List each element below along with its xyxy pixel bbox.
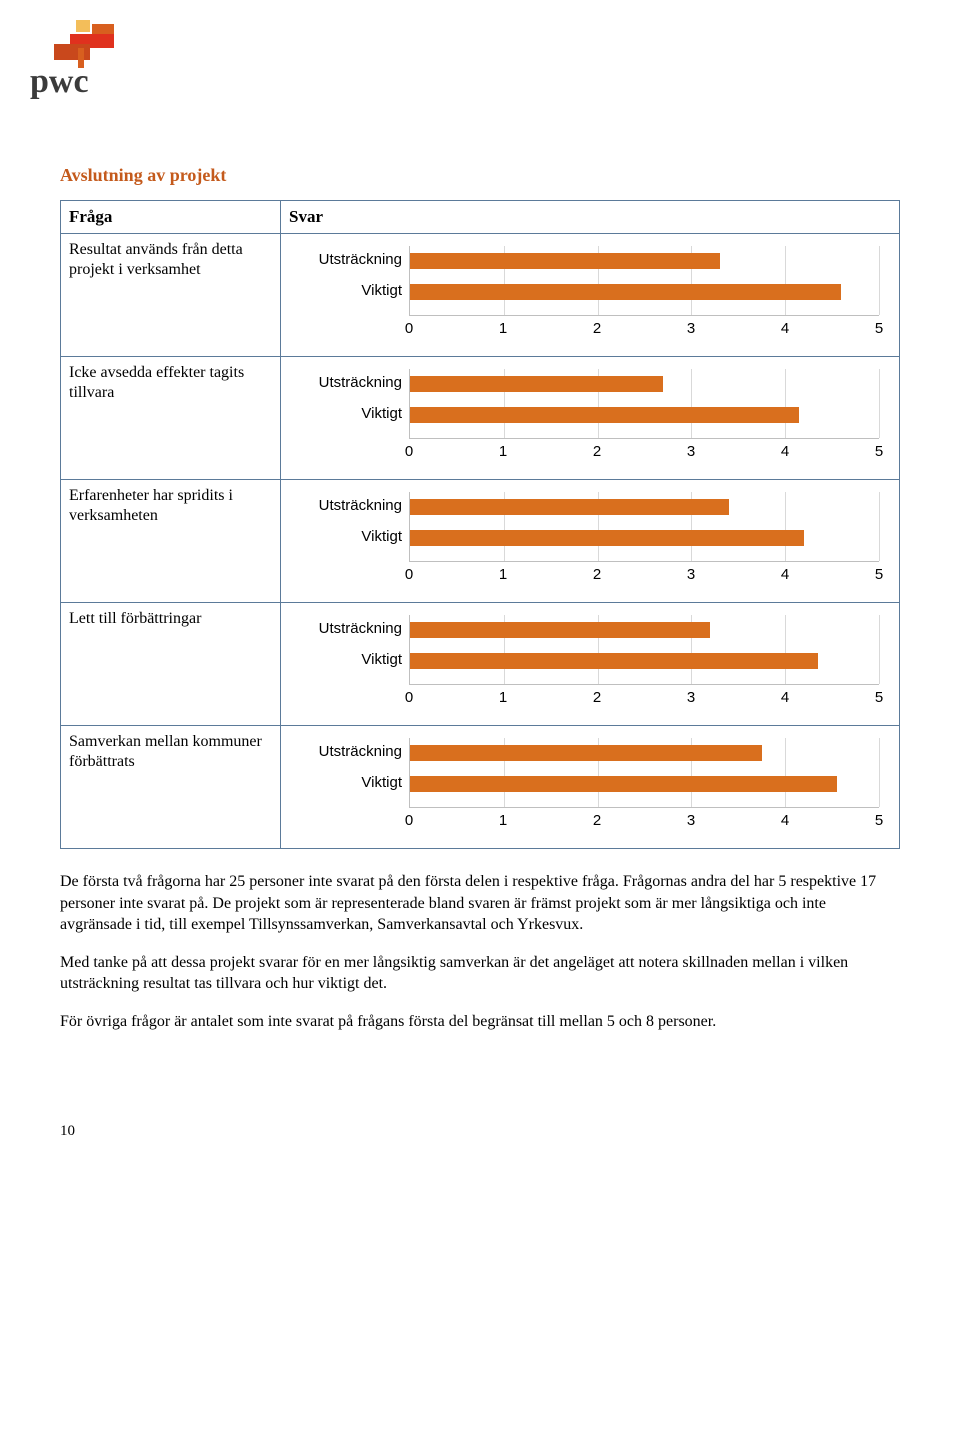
chart-tick: 5 xyxy=(875,566,883,583)
body-paragraph: För övriga frågor är antalet som inte sv… xyxy=(60,1011,900,1033)
chart-cell: Utsträckning Viktigt 0 1 2 3 4 5 xyxy=(281,603,900,726)
chart-tick: 2 xyxy=(593,689,601,706)
th-answer: Svar xyxy=(281,201,900,234)
chart-bar xyxy=(410,407,799,423)
chart-tick: 0 xyxy=(405,320,413,337)
chart-tick: 4 xyxy=(781,566,789,583)
section-title: Avslutning av projekt xyxy=(60,165,900,186)
chart-tick: 3 xyxy=(687,566,695,583)
results-table: Fråga Svar Resultat används från detta p… xyxy=(60,200,900,849)
question-cell: Resultat används från detta projekt i ve… xyxy=(61,234,281,357)
question-text: Icke avsedda effekter tagits tillvara xyxy=(69,363,272,403)
question-text: Samverkan mellan kommuner förbättrats xyxy=(69,732,272,772)
chart-bar xyxy=(410,499,729,515)
svg-text:pwc: pwc xyxy=(30,63,89,100)
chart-cell: Utsträckning Viktigt 0 1 2 3 4 5 xyxy=(281,480,900,603)
chart-tick: 4 xyxy=(781,320,789,337)
chart-tick: 2 xyxy=(593,320,601,337)
chart-category-label: Viktigt xyxy=(292,651,410,668)
body-paragraph: De första två frågorna har 25 personer i… xyxy=(60,871,900,936)
chart-category-label: Viktigt xyxy=(292,774,410,791)
page-number: 10 xyxy=(60,1123,900,1140)
chart-tick: 3 xyxy=(687,443,695,460)
chart-tick: 4 xyxy=(781,812,789,829)
question-text: Resultat används från detta projekt i ve… xyxy=(69,240,272,280)
chart-tick: 1 xyxy=(499,812,507,829)
chart-tick: 5 xyxy=(875,689,883,706)
body-paragraph: Med tanke på att dessa projekt svarar fö… xyxy=(60,952,900,995)
bar-chart: Utsträckning Viktigt 0 1 2 3 4 5 xyxy=(289,363,891,473)
chart-tick: 5 xyxy=(875,812,883,829)
bar-chart: Utsträckning Viktigt 0 1 2 3 4 5 xyxy=(289,609,891,719)
chart-bar xyxy=(410,253,720,269)
chart-category-label: Viktigt xyxy=(292,528,410,545)
question-cell: Samverkan mellan kommuner förbättrats xyxy=(61,726,281,849)
question-text: Lett till förbättringar xyxy=(69,609,272,629)
chart-category-label: Utsträckning xyxy=(292,497,410,514)
chart-tick: 0 xyxy=(405,689,413,706)
chart-category-label: Viktigt xyxy=(292,405,410,422)
chart-category-label: Utsträckning xyxy=(292,251,410,268)
chart-tick: 1 xyxy=(499,689,507,706)
bar-chart: Utsträckning Viktigt 0 1 2 3 4 5 xyxy=(289,486,891,596)
chart-cell: Utsträckning Viktigt 0 1 2 3 4 5 xyxy=(281,234,900,357)
bar-chart: Utsträckning Viktigt 0 1 2 3 4 5 xyxy=(289,732,891,842)
chart-tick: 0 xyxy=(405,566,413,583)
chart-tick: 5 xyxy=(875,320,883,337)
chart-tick: 0 xyxy=(405,812,413,829)
body-paragraphs: De första två frågorna har 25 personer i… xyxy=(60,871,900,1033)
chart-bar xyxy=(410,284,841,300)
question-cell: Erfarenheter har spridits i verksamheten xyxy=(61,480,281,603)
chart-tick: 2 xyxy=(593,443,601,460)
chart-category-label: Utsträckning xyxy=(292,620,410,637)
chart-bar xyxy=(410,530,804,546)
bar-chart: Utsträckning Viktigt 0 1 2 3 4 5 xyxy=(289,240,891,350)
question-cell: Icke avsedda effekter tagits tillvara xyxy=(61,357,281,480)
chart-tick: 0 xyxy=(405,443,413,460)
pwc-logo: pwc xyxy=(30,20,900,105)
chart-tick: 1 xyxy=(499,566,507,583)
chart-tick: 1 xyxy=(499,443,507,460)
chart-tick: 4 xyxy=(781,443,789,460)
chart-category-label: Viktigt xyxy=(292,282,410,299)
chart-bar xyxy=(410,745,762,761)
chart-cell: Utsträckning Viktigt 0 1 2 3 4 5 xyxy=(281,357,900,480)
chart-tick: 4 xyxy=(781,689,789,706)
chart-tick: 2 xyxy=(593,812,601,829)
chart-bar xyxy=(410,376,663,392)
chart-category-label: Utsträckning xyxy=(292,374,410,391)
chart-bar xyxy=(410,653,818,669)
question-cell: Lett till förbättringar xyxy=(61,603,281,726)
chart-tick: 1 xyxy=(499,320,507,337)
chart-tick: 3 xyxy=(687,689,695,706)
chart-tick: 5 xyxy=(875,443,883,460)
chart-category-label: Utsträckning xyxy=(292,743,410,760)
question-text: Erfarenheter har spridits i verksamheten xyxy=(69,486,272,526)
chart-tick: 3 xyxy=(687,812,695,829)
chart-bar xyxy=(410,622,710,638)
chart-bar xyxy=(410,776,837,792)
chart-cell: Utsträckning Viktigt 0 1 2 3 4 5 xyxy=(281,726,900,849)
chart-tick: 2 xyxy=(593,566,601,583)
chart-tick: 3 xyxy=(687,320,695,337)
th-question: Fråga xyxy=(61,201,281,234)
